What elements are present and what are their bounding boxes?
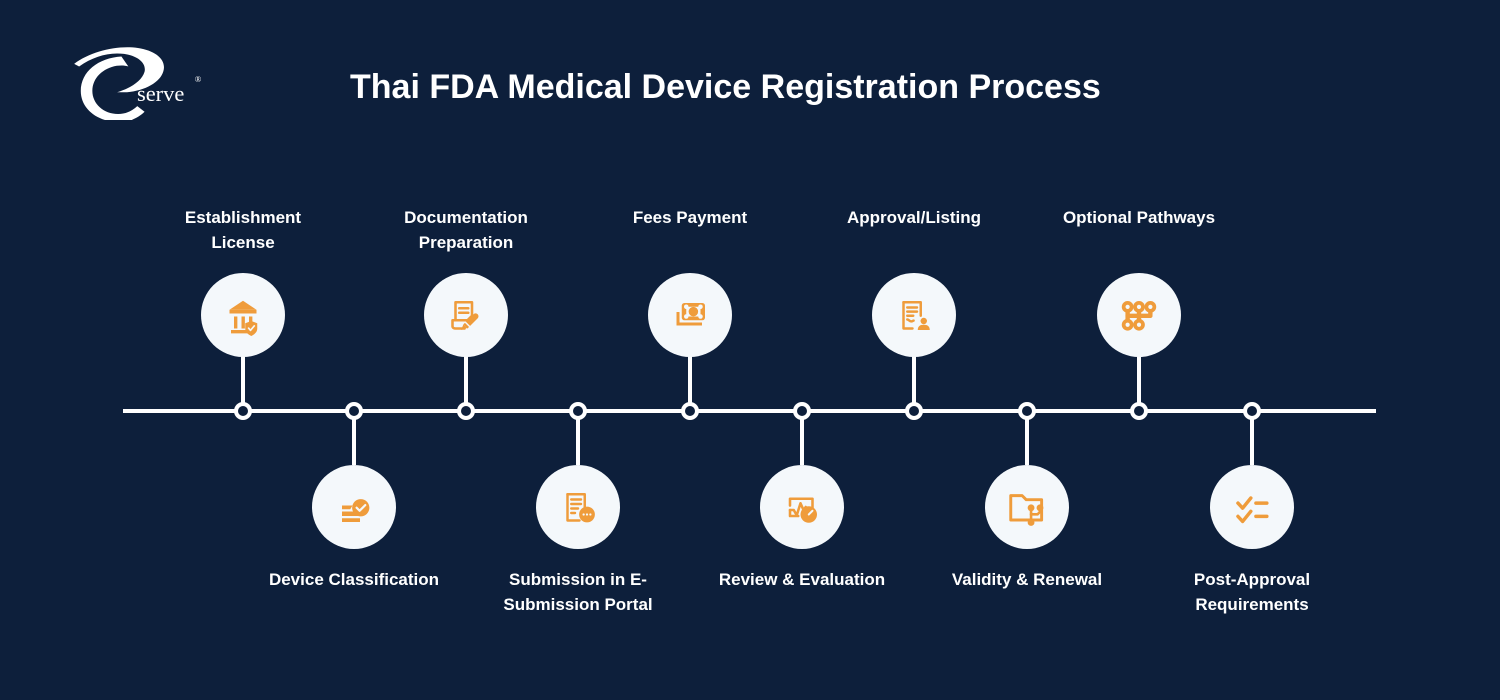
svg-text:serve: serve (137, 81, 184, 106)
svg-text:®: ® (195, 74, 202, 84)
